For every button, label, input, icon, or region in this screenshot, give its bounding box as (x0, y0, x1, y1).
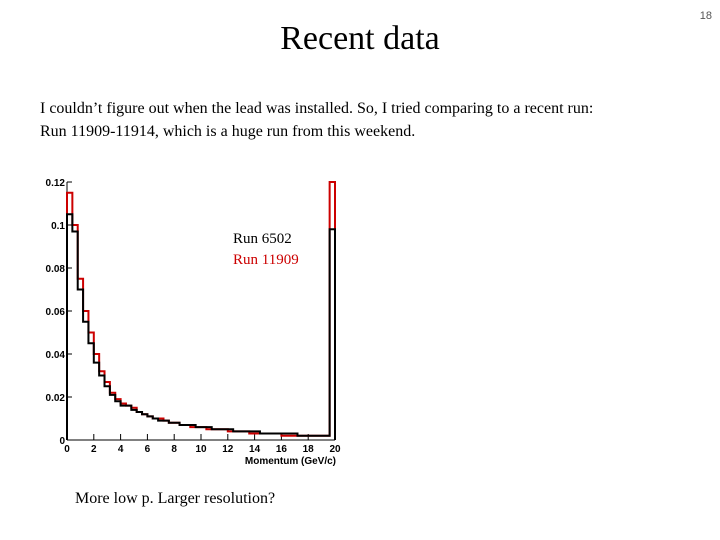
x-tick-label: 20 (329, 444, 341, 455)
x-tick-label: 6 (145, 444, 151, 455)
x-tick-label: 4 (118, 444, 124, 455)
y-tick-label: 0.06 (46, 307, 66, 318)
slide-title: Recent data (280, 20, 440, 57)
x-ticks: 0 2 4 6 8 10 12 14 16 18 20 (64, 434, 341, 455)
legend-series-1: Run 6502 (233, 231, 292, 247)
y-tick-label: 0.08 (46, 264, 66, 275)
y-tick-label: 0.1 (51, 221, 65, 232)
body-line-1: I couldn’t figure out when the lead was … (40, 100, 594, 117)
x-tick-label: 0 (64, 444, 70, 455)
legend-series-2: Run 11909 (233, 252, 299, 268)
y-tick-label: 0 (59, 436, 65, 447)
y-tick-label: 0.02 (46, 393, 66, 404)
x-tick-label: 10 (195, 444, 207, 455)
series-line-1 (66, 213, 336, 440)
x-tick-label: 8 (171, 444, 177, 455)
y-ticks: 0 0.02 0.04 0.06 0.08 0.1 0.12 (46, 178, 72, 447)
x-tick-label: 12 (222, 444, 234, 455)
x-tick-label: 18 (303, 444, 315, 455)
x-tick-label: 2 (91, 444, 97, 455)
momentum-histogram: 0 0.02 0.04 0.06 0.08 0.1 0.12 0 2 4 6 8 10 12 14 16 18… (30, 172, 350, 470)
y-tick-label: 0.04 (46, 350, 66, 361)
caption: More low p. Larger resolution? (75, 490, 276, 507)
x-axis-title: Momentum (GeV/c) (245, 456, 336, 467)
series-line-2 (66, 181, 336, 440)
x-tick-label: 14 (249, 444, 261, 455)
body-line-2: Run 11909-11914, which is a huge run fro… (40, 123, 416, 140)
y-tick-label: 0.12 (46, 178, 66, 189)
series-layer (66, 181, 336, 440)
x-tick-label: 16 (276, 444, 288, 455)
body-text: I couldn’t figure out when the lead was … (40, 97, 700, 143)
slide-number: 18 (699, 10, 712, 22)
